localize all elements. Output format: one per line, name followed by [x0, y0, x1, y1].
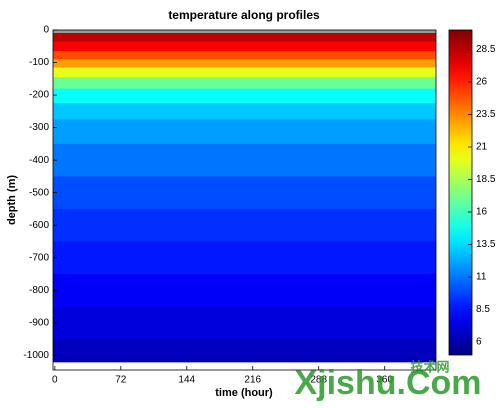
- heat-band: [53, 67, 436, 78]
- colorbar-tick-label: 11: [476, 272, 487, 283]
- heat-band: [53, 176, 436, 210]
- colorbar-tick-label: 13.5: [476, 239, 496, 250]
- y-tick-label: -100: [29, 57, 49, 68]
- colorbar-tick-label: 18.5: [476, 174, 496, 185]
- heat-band: [53, 339, 436, 360]
- axes-frame: [52, 29, 437, 371]
- colorbar-tick-label: 23.5: [476, 109, 496, 120]
- heat-band: [53, 274, 436, 308]
- x-tick-label: 360: [376, 375, 393, 386]
- heat-band: [53, 119, 436, 145]
- watermark-cn: 技术网: [410, 359, 449, 374]
- heat-band: [53, 51, 436, 60]
- y-tick-label: -300: [29, 122, 49, 133]
- x-tick-label: 144: [178, 375, 195, 386]
- y-tick-label: -400: [29, 155, 49, 166]
- colorbar-tick-label: 6: [476, 337, 482, 348]
- watermark: Xjishu.Com: [294, 364, 481, 402]
- heat-band: [53, 41, 436, 52]
- y-tick-label: -600: [29, 220, 49, 231]
- y-tick-label: -200: [29, 90, 49, 101]
- y-tick-label: -900: [29, 317, 49, 328]
- heat-band: [53, 306, 436, 340]
- x-tick-label: 0: [52, 375, 58, 386]
- y-tick-label: -700: [29, 252, 49, 263]
- heat-band: [53, 358, 436, 363]
- y-tick-label: 0: [43, 25, 49, 36]
- y-tick-label: -500: [29, 187, 49, 198]
- heat-band: [53, 59, 436, 68]
- heat-band: [53, 88, 436, 104]
- colorbar-tick-label: 8.5: [476, 304, 490, 315]
- heat-band: [53, 208, 436, 242]
- colorbar: [448, 29, 473, 356]
- x-tick-label: 216: [244, 375, 261, 386]
- y-axis-label: depth (m): [6, 175, 18, 225]
- heat-band: [53, 143, 436, 177]
- heat-band: [53, 103, 436, 120]
- colorbar-tick-label: 21: [476, 142, 488, 153]
- chart-title: temperature along profiles: [168, 8, 320, 22]
- heat-band: [53, 77, 436, 90]
- colorbar-tick-label: 26: [476, 77, 488, 88]
- x-tick-label: 288: [310, 375, 327, 386]
- colorbar-tick-label: 28.5: [476, 44, 496, 55]
- heat-band: [53, 33, 436, 42]
- y-tick-label: -800: [29, 285, 49, 296]
- y-tick-label: -1000: [23, 350, 49, 361]
- colorbar-tick-label: 16: [476, 207, 488, 218]
- missing-data: [53, 30, 436, 33]
- x-tick-label: 72: [115, 375, 127, 386]
- heat-band: [53, 241, 436, 275]
- x-axis-label: time (hour): [215, 387, 273, 399]
